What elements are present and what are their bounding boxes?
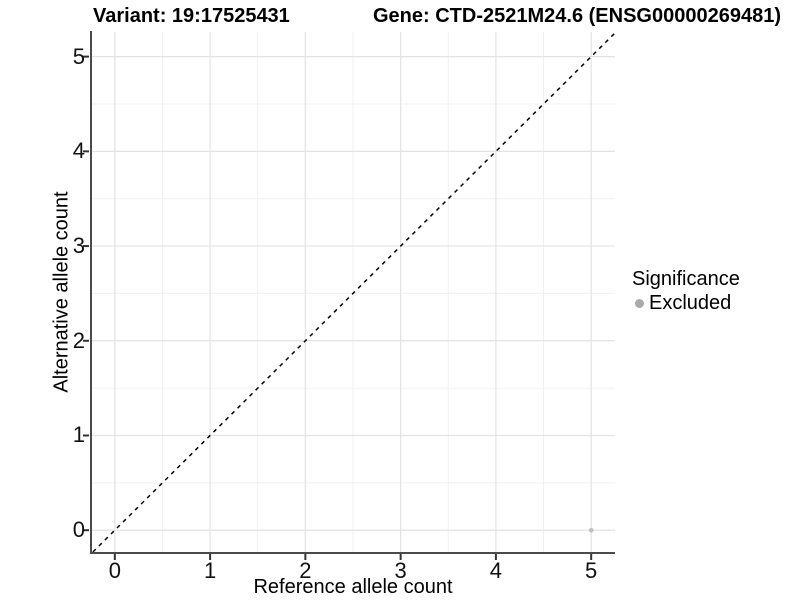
y-tick-label-5: 5 — [72, 43, 85, 69]
identity-dashed-line — [92, 32, 616, 553]
y-tick-label-3: 3 — [72, 233, 85, 259]
x-tick-label-2: 2 — [299, 558, 312, 583]
y-tick-label-4: 4 — [72, 138, 85, 164]
y-axis-title: Alternative allele count — [50, 191, 73, 393]
x-tick-label-0: 0 — [108, 558, 121, 583]
x-tick-label-3: 3 — [394, 558, 407, 583]
y-tick-label-2: 2 — [72, 327, 85, 353]
x-tick-label-4: 4 — [489, 558, 503, 583]
data-point — [588, 527, 594, 533]
excluded-point-swatch-icon — [635, 299, 644, 308]
gene-title: Gene: CTD-2521M24.6 (ENSG00000269481) — [373, 5, 781, 27]
legend-title: Significance — [632, 268, 740, 290]
x-tick-label-1: 1 — [203, 558, 217, 583]
legend-item-label: Excluded — [649, 292, 732, 314]
plot-panel — [83, 31, 616, 560]
legend-item-excluded: Excluded — [632, 292, 740, 315]
x-tick-label-5: 5 — [585, 558, 598, 583]
y-tick-label-0: 0 — [72, 517, 85, 543]
y-tick-label-1: 1 — [72, 422, 85, 448]
variant-title: Variant: 19:17525431 — [93, 5, 290, 27]
x-axis-title: Reference allele count — [253, 576, 453, 598]
legend: Significance Excluded — [632, 268, 740, 315]
